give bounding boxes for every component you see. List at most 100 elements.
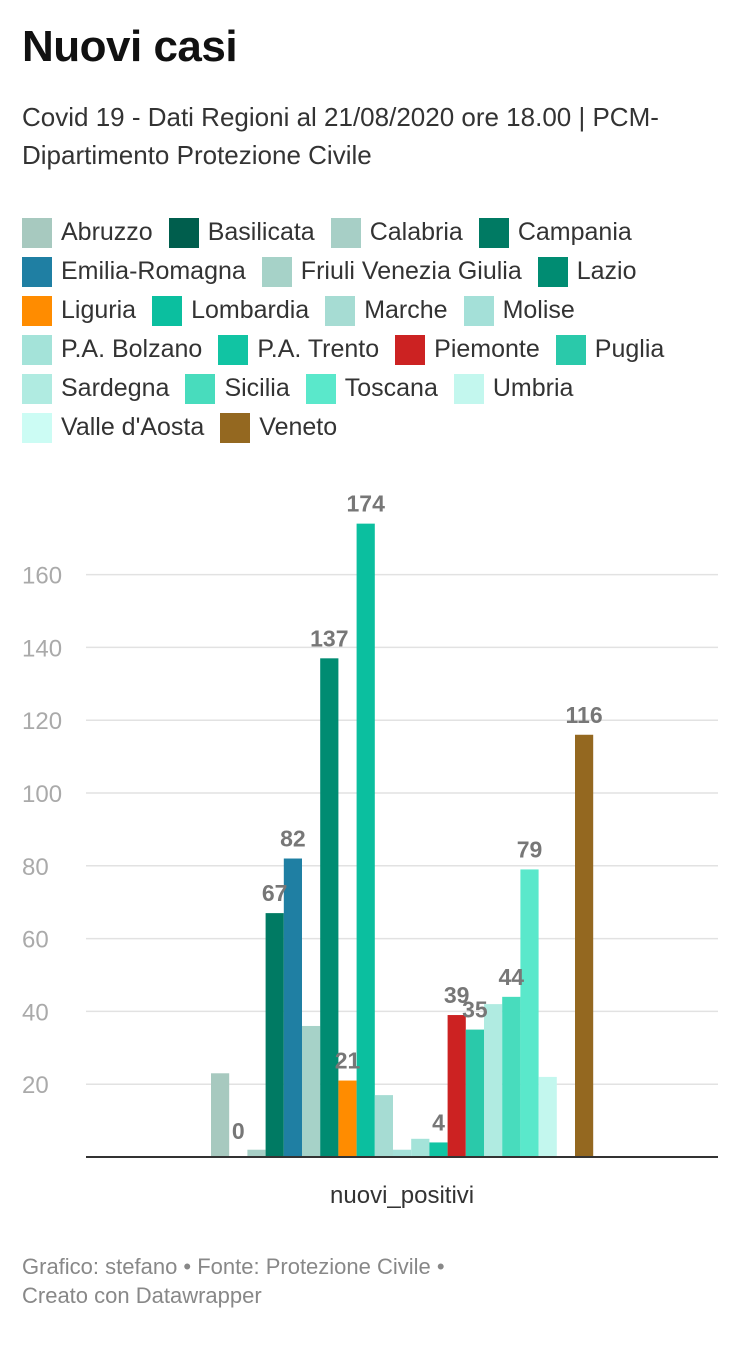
legend-item: Emilia-Romagna bbox=[22, 252, 246, 291]
legend-label: Toscana bbox=[344, 374, 438, 402]
legend-label: Sicilia bbox=[224, 374, 290, 402]
legend-swatch bbox=[22, 334, 52, 365]
legend-label: Basilicata bbox=[207, 218, 315, 246]
bar-piemonte bbox=[447, 1015, 466, 1157]
footer-made-with: Creato con Datawrapper bbox=[22, 1283, 262, 1308]
legend-item: Calabria bbox=[330, 213, 463, 252]
bar-p-a-bolzano bbox=[411, 1138, 430, 1157]
x-category-label: nuovi_positivi bbox=[330, 1182, 474, 1209]
legend-label: P.A. Trento bbox=[257, 335, 380, 363]
legend-swatch bbox=[463, 295, 494, 326]
legend-swatch bbox=[220, 412, 251, 443]
legend-label: Veneto bbox=[259, 413, 338, 441]
legend-label: Valle d'Aosta bbox=[61, 413, 205, 441]
bar-sicilia bbox=[502, 996, 521, 1157]
legend-item: Molise bbox=[463, 291, 575, 330]
bar-abruzzo bbox=[211, 1073, 230, 1157]
y-tick-label: 40 bbox=[22, 999, 49, 1026]
y-tick-label: 20 bbox=[22, 1072, 49, 1099]
legend-label: Abruzzo bbox=[61, 218, 153, 246]
y-tick-label: 100 bbox=[22, 781, 62, 808]
bar-friuli-venezia-giulia bbox=[302, 1025, 321, 1157]
legend-item: Basilicata bbox=[168, 213, 315, 252]
y-tick-label: 160 bbox=[22, 563, 62, 590]
legend-item: Puglia bbox=[555, 330, 665, 369]
y-axis-ticks: 20 40 60 80 100 120 140 160 bbox=[22, 563, 62, 1100]
legend-item: Lombardia bbox=[152, 291, 309, 330]
legend-label: Calabria bbox=[369, 218, 463, 246]
legend-swatch bbox=[537, 256, 568, 287]
bar-umbria bbox=[538, 1076, 557, 1157]
x-axis-categories: nuovi_positivi bbox=[330, 1182, 474, 1209]
legend-swatch bbox=[152, 295, 183, 326]
legend-swatch bbox=[453, 373, 484, 404]
y-tick-label: 80 bbox=[22, 854, 49, 881]
legend-label: Campania bbox=[517, 218, 632, 246]
legend-label: Liguria bbox=[61, 296, 137, 324]
legend: Abruzzo Basilicata Calabria Campania Emilia-… bbox=[22, 213, 722, 447]
legend-swatch bbox=[22, 295, 52, 326]
legend-item: Campania bbox=[478, 213, 632, 252]
legend-item: Umbria bbox=[453, 369, 574, 408]
legend-swatch bbox=[478, 217, 509, 248]
bar-campania bbox=[265, 913, 284, 1157]
legend-item: Toscana bbox=[305, 369, 438, 408]
bar-emilia-romagna bbox=[283, 858, 302, 1157]
data-label: 79 bbox=[517, 836, 543, 862]
legend-swatch bbox=[555, 334, 586, 365]
legend-item: P.A. Bolzano bbox=[22, 330, 202, 369]
legend-swatch bbox=[22, 373, 52, 404]
bar-liguria bbox=[338, 1080, 357, 1157]
legend-swatch bbox=[22, 412, 52, 443]
y-tick-label: 120 bbox=[22, 708, 62, 735]
data-label: 44 bbox=[499, 964, 525, 990]
legend-label: Puglia bbox=[594, 335, 665, 363]
bar-lombardia bbox=[356, 523, 375, 1157]
legend-label: Emilia-Romagna bbox=[61, 257, 246, 285]
y-tick-label: 60 bbox=[22, 927, 49, 954]
footer-credit: Grafico: stefano • Fonte: Protezione Civ… bbox=[22, 1254, 445, 1279]
legend-label: Umbria bbox=[492, 374, 574, 402]
legend-item: Veneto bbox=[220, 408, 337, 447]
bar-molise bbox=[393, 1149, 412, 1157]
bar-veneto bbox=[575, 734, 594, 1157]
data-label: 4 bbox=[432, 1109, 445, 1135]
data-label: 67 bbox=[262, 880, 288, 906]
data-label: 174 bbox=[347, 491, 386, 517]
legend-swatch bbox=[22, 256, 52, 287]
chart-title: Nuovi casi bbox=[22, 22, 238, 71]
legend-swatch bbox=[261, 256, 292, 287]
bar-sardegna bbox=[484, 1004, 503, 1157]
legend-item: Friuli Venezia Giulia bbox=[261, 252, 522, 291]
data-label: 0 bbox=[232, 1118, 245, 1144]
legend-label: Friuli Venezia Giulia bbox=[300, 257, 522, 285]
legend-label: Sardegna bbox=[61, 374, 170, 402]
legend-item: P.A. Trento bbox=[218, 330, 379, 369]
legend-swatch bbox=[22, 217, 52, 248]
legend-swatch bbox=[395, 334, 426, 365]
bar-lazio bbox=[320, 658, 339, 1157]
bar-calabria bbox=[247, 1149, 266, 1157]
legend-label: Lazio bbox=[576, 257, 637, 285]
chart-subtitle: Covid 19 - Dati Regioni al 21/08/2020 or… bbox=[22, 102, 659, 170]
legend-label: Piemonte bbox=[434, 335, 540, 363]
legend-swatch bbox=[168, 217, 199, 248]
legend-item: Lazio bbox=[537, 252, 637, 291]
legend-swatch bbox=[305, 373, 336, 404]
legend-swatch bbox=[325, 295, 356, 326]
data-label: 21 bbox=[335, 1048, 361, 1074]
legend-item: Sicilia bbox=[185, 369, 290, 408]
legend-item: Piemonte bbox=[395, 330, 540, 369]
legend-label: Molise bbox=[502, 296, 575, 324]
legend-label: P.A. Bolzano bbox=[61, 335, 203, 363]
legend-label: Marche bbox=[364, 296, 448, 324]
legend-swatch bbox=[218, 334, 249, 365]
bars bbox=[211, 523, 594, 1157]
data-label: 116 bbox=[566, 702, 603, 728]
legend-item: Sardegna bbox=[22, 369, 169, 408]
legend-item: Marche bbox=[325, 291, 448, 330]
bar-toscana bbox=[520, 869, 539, 1157]
bar-marche bbox=[374, 1095, 393, 1157]
